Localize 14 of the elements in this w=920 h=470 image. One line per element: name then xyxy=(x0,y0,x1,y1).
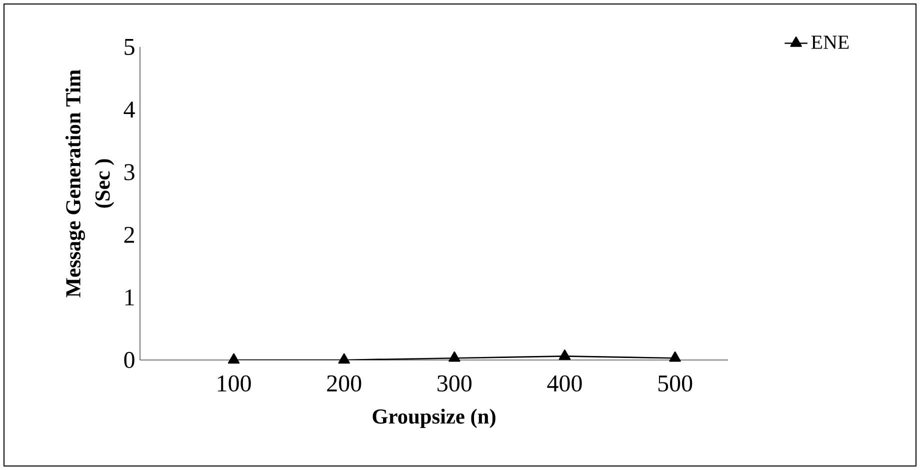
x-tick-label: 500 xyxy=(658,375,692,392)
y-tick-label: 5 xyxy=(124,39,134,55)
y-tick-label: 2 xyxy=(124,226,134,243)
y-axis-title: Message Generation Tim (Sec ) xyxy=(65,70,114,298)
y-tick-label: 3 xyxy=(124,164,134,180)
x-tick-label: 300 xyxy=(438,375,472,392)
x-axis-title: Groupsize (n) xyxy=(372,408,496,428)
x-tick-label: 400 xyxy=(547,375,582,392)
y-tick-label: 1 xyxy=(125,289,134,306)
y-tick-label: 4 xyxy=(124,102,135,118)
x-tick-label: 200 xyxy=(327,375,362,392)
legend-label: ENE xyxy=(811,36,849,49)
x-tick-label: 100 xyxy=(218,375,251,392)
y-tick-label: 0 xyxy=(124,352,134,368)
